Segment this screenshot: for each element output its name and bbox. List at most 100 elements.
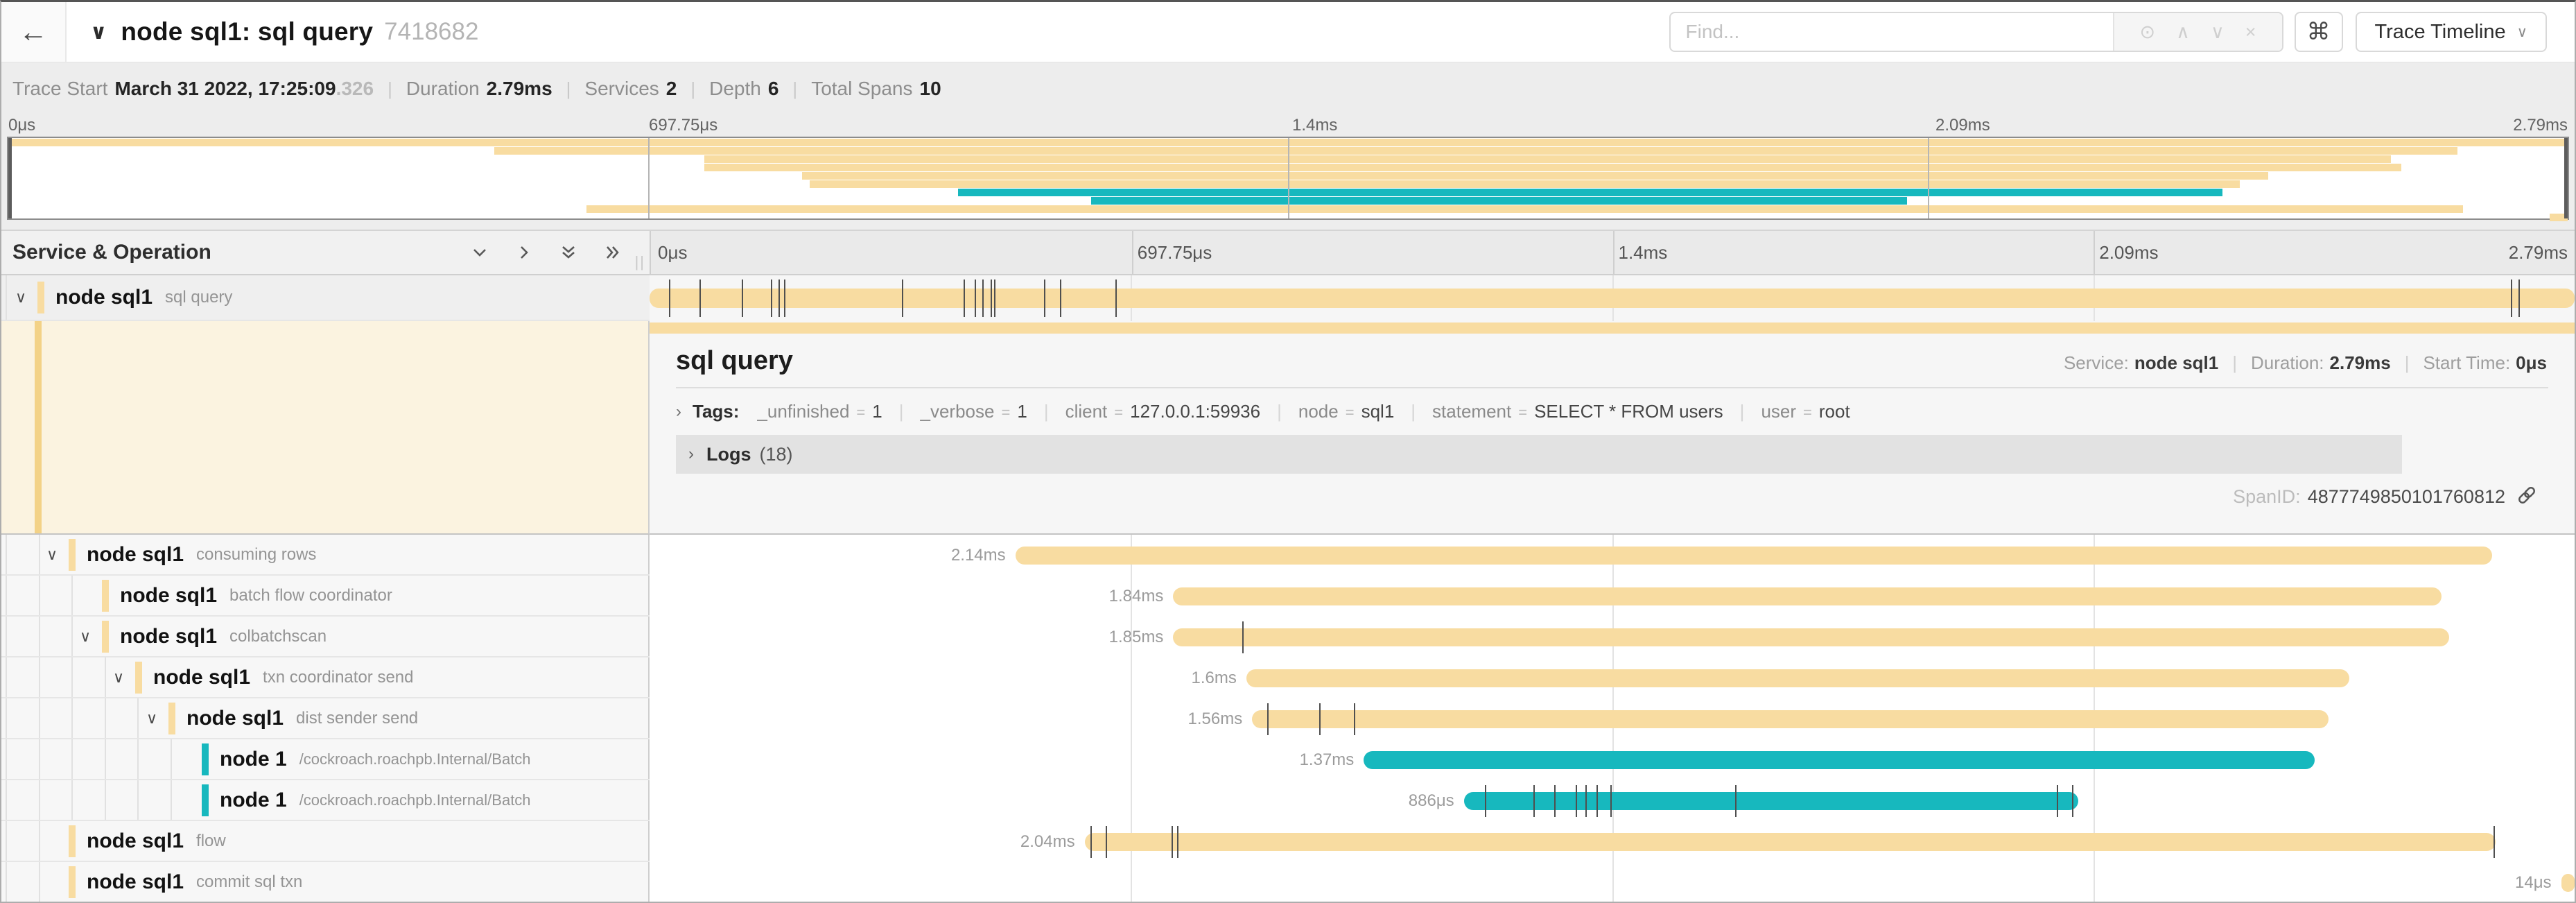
minimap-drag-handle-right[interactable] bbox=[2564, 138, 2568, 218]
span-timeline-cell[interactable]: 1.37ms bbox=[650, 739, 2575, 780]
service-operation-title: Service & Operation bbox=[12, 241, 211, 264]
tag-item: client = 127.0.0.1:59936 bbox=[1065, 401, 1261, 422]
log-tick bbox=[901, 280, 903, 317]
page-title: node sql1: sql query bbox=[121, 17, 374, 46]
span-tree-item[interactable]: ∨ node sql1 dist sender send bbox=[1, 698, 650, 739]
timeline-ruler: 0μs 697.75μs 1.4ms 2.09ms 2.79ms bbox=[650, 231, 2575, 275]
span-bar[interactable] bbox=[1015, 546, 2492, 565]
span-bar[interactable] bbox=[1084, 832, 2496, 851]
collapse-one-icon[interactable] bbox=[469, 242, 490, 263]
collapse-all-icon[interactable] bbox=[558, 242, 579, 263]
tree-chevron-down-icon[interactable]: ∨ bbox=[80, 627, 92, 645]
tree-chevron-down-icon[interactable]: ∨ bbox=[113, 668, 125, 686]
span-service-name: node sql1 bbox=[120, 583, 218, 607]
chevron-right-icon: › bbox=[688, 445, 694, 463]
span-id-value: 4877749850101760812 bbox=[2307, 486, 2505, 507]
chevron-down-icon: ∨ bbox=[2516, 24, 2527, 40]
span-bar[interactable] bbox=[1463, 791, 2078, 810]
span-service-name: node sql1 bbox=[120, 624, 218, 648]
span-tree-item[interactable]: node sql1 flow bbox=[1, 821, 650, 862]
span-tree-item[interactable]: ∨ node sql1 txn coordinator send bbox=[1, 657, 650, 698]
span-tree-item[interactable]: ∨ node sql1 colbatchscan bbox=[1, 617, 650, 657]
tree-indent-guide bbox=[39, 576, 40, 615]
logs-accordion[interactable]: › Logs (18) bbox=[676, 435, 2402, 474]
span-tree-item[interactable]: node 1 /cockroach.roachpb.Internal/Batch bbox=[1, 780, 650, 821]
tree-indent-guide bbox=[6, 821, 7, 861]
span-timeline-cell[interactable] bbox=[650, 275, 2575, 321]
log-tick bbox=[1485, 784, 1487, 817]
minimap-drag-handle-left[interactable] bbox=[8, 138, 12, 218]
span-tree-item[interactable]: node 1 /cockroach.roachpb.Internal/Batch bbox=[1, 739, 650, 780]
span-timeline-cell[interactable]: 2.14ms bbox=[650, 535, 2575, 576]
column-resizer[interactable]: || bbox=[634, 253, 645, 270]
axis-tick-label: 697.75μs bbox=[1137, 242, 1212, 263]
span-bar[interactable] bbox=[1252, 710, 2329, 728]
span-bar[interactable] bbox=[650, 289, 2575, 308]
collapse-trace-icon[interactable]: ∨ bbox=[90, 20, 107, 44]
log-tick bbox=[1585, 784, 1587, 817]
span-timeline-cell[interactable]: 1.84ms bbox=[650, 576, 2575, 617]
clear-search-icon[interactable]: × bbox=[2245, 21, 2256, 42]
tree-indent-guide bbox=[6, 657, 7, 697]
tags-label: Tags: bbox=[693, 401, 740, 422]
minimap[interactable] bbox=[7, 137, 2569, 221]
tree-indent-guide bbox=[71, 617, 73, 656]
span-tree-item[interactable]: node sql1 commit sql txn bbox=[1, 862, 650, 902]
minimap-axis-label: 1.4ms bbox=[1292, 116, 1338, 135]
tree-indent-guide bbox=[105, 657, 106, 697]
span-tree-item[interactable]: ∨ node sql1 sql query bbox=[1, 275, 650, 321]
back-button[interactable]: ← bbox=[1, 2, 67, 62]
detail-meta-item: Service: node sql1 bbox=[2063, 352, 2219, 373]
tree-chevron-down-icon[interactable]: ∨ bbox=[46, 545, 58, 563]
span-tree-item[interactable]: node sql1 batch flow coordinator bbox=[1, 576, 650, 617]
span-bar[interactable] bbox=[1173, 587, 2442, 605]
next-match-icon[interactable]: ∨ bbox=[2210, 21, 2225, 42]
axis-tick-label: 2.09ms bbox=[2099, 242, 2159, 263]
tree-indent-guide bbox=[39, 698, 40, 738]
span-timeline-cell[interactable]: 1.56ms bbox=[650, 698, 2575, 739]
span-operation-name: consuming rows bbox=[196, 544, 317, 564]
span-bar[interactable] bbox=[1173, 628, 2450, 646]
span-duration-label: 1.37ms bbox=[1299, 750, 1355, 769]
minimap-gridline bbox=[1288, 138, 1289, 218]
span-row: node 1 /cockroach.roachpb.Internal/Batch… bbox=[1, 780, 2575, 821]
find-input[interactable] bbox=[1670, 13, 2113, 51]
span-bar[interactable] bbox=[2561, 873, 2575, 892]
tree-indent-guide bbox=[71, 698, 73, 738]
tree-indent-guide bbox=[105, 739, 106, 779]
span-timeline-cell[interactable]: 2.04ms bbox=[650, 821, 2575, 862]
tree-indent-guide bbox=[39, 821, 40, 861]
span-bar[interactable] bbox=[1364, 750, 2315, 769]
scope-icon[interactable]: ⊙ bbox=[2139, 21, 2156, 42]
minimap-span-strip bbox=[2550, 214, 2568, 221]
deep-link-icon[interactable] bbox=[2515, 483, 2539, 507]
summary-item: Total Spans 10 bbox=[811, 78, 941, 99]
tree-chevron-down-icon[interactable]: ∨ bbox=[15, 289, 27, 306]
span-color-bar bbox=[135, 661, 142, 694]
expand-all-icon[interactable] bbox=[602, 242, 623, 263]
span-bar[interactable] bbox=[1246, 669, 2350, 687]
span-service-name: node sql1 bbox=[87, 542, 184, 566]
expand-one-icon[interactable] bbox=[514, 242, 534, 263]
prev-match-icon[interactable]: ∧ bbox=[2176, 21, 2190, 42]
span-color-stripe bbox=[35, 321, 42, 533]
tree-chevron-down-icon[interactable]: ∨ bbox=[146, 709, 158, 727]
tags-row[interactable]: › Tags: _unfinished = 1 | _verbose = 1 | client = 12… bbox=[676, 401, 1850, 422]
span-timeline-cell[interactable]: 886μs bbox=[650, 780, 2575, 821]
span-timeline-cell[interactable]: 14μs bbox=[650, 862, 2575, 902]
timeline-gridline bbox=[1131, 780, 1133, 821]
tree-indent-guide bbox=[39, 780, 40, 820]
span-tree-item[interactable]: ∨ node sql1 consuming rows bbox=[1, 535, 650, 576]
span-row: node sql1 flow 2.04ms bbox=[1, 821, 2575, 862]
keyboard-shortcuts-button[interactable]: ⌘ bbox=[2294, 12, 2343, 52]
span-timeline-cell[interactable]: 1.6ms bbox=[650, 657, 2575, 698]
timeline-gridline bbox=[1131, 657, 1133, 698]
timeline-gridline bbox=[2093, 780, 2095, 821]
view-type-dropdown[interactable]: Trace Timeline ∨ bbox=[2355, 12, 2547, 52]
span-timeline-cell[interactable]: 1.85ms bbox=[650, 617, 2575, 657]
tree-indent-guide bbox=[39, 657, 40, 697]
span-color-bar bbox=[202, 784, 209, 816]
log-tick bbox=[784, 280, 786, 317]
tree-indent-guide bbox=[105, 780, 106, 820]
span-duration-label: 2.14ms bbox=[950, 545, 1006, 565]
